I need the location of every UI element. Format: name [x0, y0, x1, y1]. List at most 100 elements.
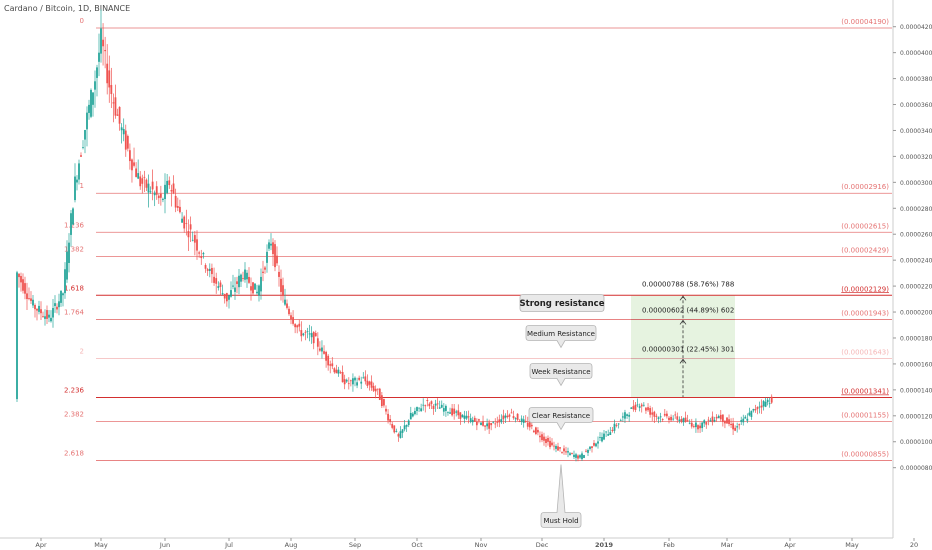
candle-body	[699, 425, 701, 429]
candle-body	[740, 420, 743, 422]
candle-body	[78, 163, 80, 180]
candle-body	[240, 274, 242, 282]
candle-body	[329, 364, 332, 366]
candle-body	[730, 423, 732, 426]
candle-body	[597, 441, 599, 444]
candle-body	[80, 155, 82, 157]
candle-body	[640, 404, 643, 407]
candle-body	[333, 368, 336, 373]
candle-body	[750, 410, 753, 417]
candle-body	[116, 114, 119, 116]
candle-body	[461, 414, 464, 418]
strong-resistance-callout[interactable]: Strong resistance	[520, 294, 605, 312]
candle-body	[155, 186, 158, 195]
candle-body	[467, 416, 470, 418]
candle-body	[670, 416, 672, 421]
candle-body	[122, 128, 125, 135]
candle-body	[736, 426, 739, 428]
candle-body	[705, 422, 708, 425]
clear-resistance-callout[interactable]: Clear Resistance	[528, 407, 594, 431]
candle-body	[442, 408, 445, 412]
candle-body	[94, 81, 96, 90]
fib-price-label: (0.00000855)	[841, 451, 889, 459]
candle-body	[236, 281, 238, 284]
candle-body	[498, 419, 501, 423]
candle-body	[244, 269, 246, 280]
fib-price-label: (0.00002916)	[841, 183, 889, 191]
fib-ratio-label: 1.618	[64, 284, 84, 292]
candle-body	[58, 301, 60, 308]
candle-body	[732, 423, 734, 430]
candle-body	[488, 422, 491, 429]
candle-body	[341, 371, 344, 383]
candle-body	[84, 130, 86, 140]
candle-body	[549, 440, 551, 448]
candle-body	[131, 159, 133, 171]
candle-body	[632, 406, 635, 410]
candle-body	[306, 331, 309, 333]
candle-body	[343, 379, 346, 385]
candle-body	[238, 275, 240, 288]
candle-body	[200, 256, 203, 259]
candle-body	[463, 415, 466, 419]
must-hold-callout[interactable]: Must Hold	[540, 464, 582, 528]
candle-body	[436, 403, 439, 405]
price-tick-label: 0.00004200	[900, 24, 932, 31]
candle-body	[126, 135, 129, 149]
fib-ratio-label: 1	[80, 182, 84, 190]
candle-body	[110, 85, 113, 95]
candle-body	[492, 421, 495, 423]
candle-body	[157, 195, 160, 199]
medium-resistance-callout[interactable]: Medium Resistance	[525, 325, 597, 349]
candle-body	[766, 399, 769, 403]
candle-body	[364, 376, 367, 382]
candle-body	[296, 325, 299, 328]
candle-body	[149, 191, 152, 193]
candle-body	[217, 286, 220, 288]
measure-arrow-icon	[679, 295, 687, 301]
candle-body	[480, 422, 482, 425]
candle-body	[42, 316, 44, 318]
candle-body	[124, 130, 127, 150]
candle-body	[358, 377, 361, 380]
candle-body	[504, 415, 507, 418]
candle-body	[701, 422, 704, 429]
candle-body	[563, 448, 565, 452]
candle-body	[196, 239, 198, 251]
callout-bubble	[528, 407, 594, 431]
candle-body	[478, 419, 480, 421]
candle-body	[647, 407, 649, 411]
candle-body	[76, 179, 78, 183]
candle-body	[90, 89, 92, 117]
candle-body	[543, 436, 545, 441]
candle-body	[655, 415, 658, 417]
candle-body	[310, 333, 313, 338]
time-tick-label: 2019	[595, 541, 614, 549]
candle-body	[327, 355, 330, 366]
candle-body	[676, 416, 679, 420]
candle-body	[250, 286, 252, 291]
candle-body	[617, 423, 620, 425]
candle-body	[707, 419, 710, 421]
candle-body	[768, 403, 771, 405]
candle-body	[54, 303, 56, 307]
candle-body	[690, 422, 693, 427]
candle-body	[274, 244, 276, 268]
callout-bubble	[529, 363, 593, 387]
time-tick-label: May	[845, 541, 859, 549]
candle-body	[368, 381, 371, 385]
week-resistance-callout[interactable]: Week Resistance	[529, 363, 593, 387]
candle-body	[418, 407, 420, 409]
candle-body	[68, 242, 70, 263]
candle-body	[518, 421, 521, 422]
candle-body	[170, 190, 173, 192]
candle-body	[86, 112, 88, 130]
candle-body	[16, 272, 18, 400]
candle-body	[64, 269, 66, 294]
candle-body	[628, 414, 631, 417]
